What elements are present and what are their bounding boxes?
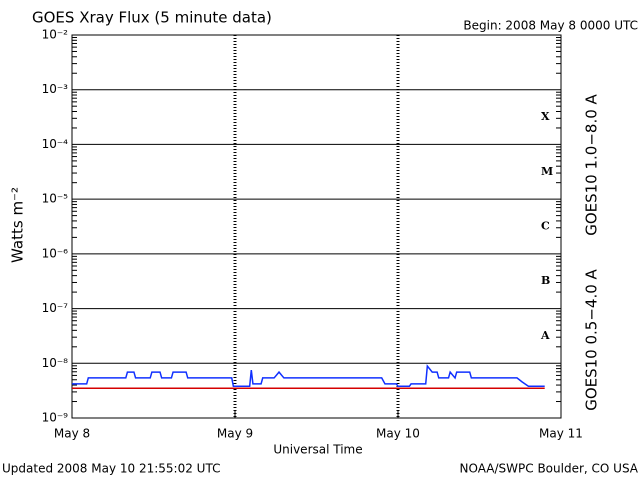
y-tick-label: 10⁻⁶ xyxy=(42,246,69,260)
flare-class-label: B xyxy=(541,274,550,287)
x-tick-label: May 9 xyxy=(217,427,253,441)
legend-entry: GOES10 0.5−4.0 A xyxy=(583,268,601,410)
y-tick-label: 10⁻⁹ xyxy=(42,411,69,425)
flare-class-label: X xyxy=(541,110,550,123)
x-tick-label: May 11 xyxy=(539,427,583,441)
plot-frame xyxy=(71,34,562,419)
legend-entry: GOES10 1.0−8.0 A xyxy=(583,93,601,235)
footer-left: Updated 2008 May 10 21:55:02 UTC xyxy=(2,462,220,476)
x-tick-label: May 8 xyxy=(54,427,90,441)
y-tick-label: 10⁻⁵ xyxy=(42,192,69,206)
x-axis-label: Universal Time xyxy=(273,443,362,457)
flare-class-label: A xyxy=(540,329,550,342)
series-line xyxy=(72,364,545,388)
flare-class-label: M xyxy=(541,165,553,178)
flare-class-label: C xyxy=(541,220,550,233)
y-tick-label: 10⁻⁸ xyxy=(42,356,69,370)
x-tick-label: May 10 xyxy=(376,427,420,441)
footer-right: NOAA/SWPC Boulder, CO USA xyxy=(460,462,639,476)
chart-subtitle: Begin: 2008 May 8 0000 UTC xyxy=(463,19,638,33)
chart-title: GOES Xray Flux (5 minute data) xyxy=(32,9,272,27)
y-axis-label: Watts m⁻² xyxy=(9,187,27,263)
y-tick-label: 10⁻⁷ xyxy=(42,301,69,315)
y-tick-label: 10⁻² xyxy=(42,28,69,42)
y-tick-label: 10⁻⁴ xyxy=(42,137,69,151)
y-tick-label: 10⁻³ xyxy=(42,82,69,96)
